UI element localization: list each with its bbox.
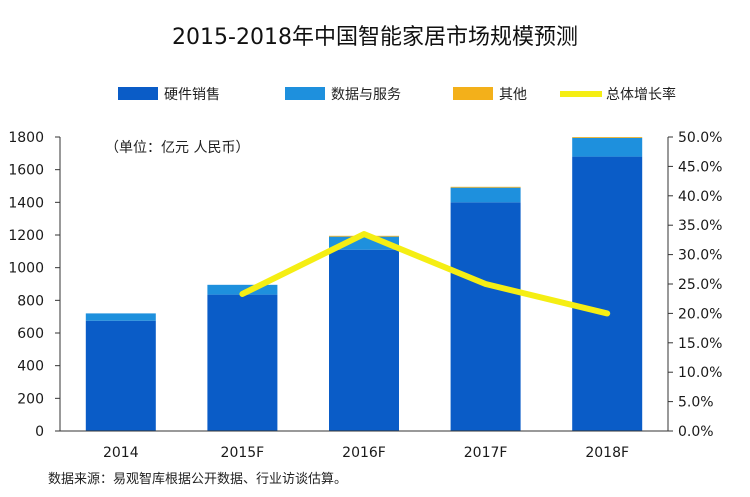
left-tick-label: 400: [17, 359, 44, 375]
bar-segment-0: [572, 156, 643, 431]
category-label: 2018F: [585, 445, 629, 461]
legend-swatch-0: [118, 87, 158, 100]
bar-segment-0: [207, 294, 278, 431]
source-note: 数据来源：易观智库根据公开数据、行业访谈估算。: [48, 471, 347, 487]
category-labels: 2014 2015F 2016F 2017F 2018F: [103, 445, 629, 461]
right-tick-label: 30.0%: [678, 248, 722, 264]
bar-segment-2: [572, 137, 643, 138]
bar-segment-0: [329, 249, 399, 431]
bar-segment-0: [450, 202, 521, 431]
bar-segment-1: [207, 284, 278, 295]
right-tick-label: 20.0%: [678, 306, 722, 322]
left-tick-label: 600: [17, 326, 44, 342]
category-label: 2017F: [464, 445, 508, 461]
unit-note: （单位：亿元 人民币）: [105, 140, 249, 156]
right-ticks: 0.0% 5.0% 10.0% 15.0% 20.0% 25.0% 30.0% 35.0% 40…: [668, 130, 722, 440]
right-tick-label: 10.0%: [678, 365, 722, 381]
legend-label-3: 总体增长率: [606, 86, 676, 103]
category-label: 2016F: [342, 445, 386, 461]
category-label: 2015F: [221, 445, 265, 461]
chart-title: 2015-2018年中国智能家居市场规模预测: [172, 25, 578, 50]
left-tick-label: 800: [17, 293, 44, 309]
bar-segment-0: [85, 320, 156, 431]
right-tick-label: 0.0%: [678, 424, 714, 440]
right-tick-label: 40.0%: [678, 189, 722, 205]
left-tick-label: 1600: [8, 163, 44, 179]
left-tick-label: 1200: [8, 228, 44, 244]
growth-rate-line: [239, 231, 611, 317]
bar-segment-1: [572, 137, 643, 157]
right-tick-label: 45.0%: [678, 159, 722, 175]
legend-label-0: 硬件销售: [164, 87, 220, 103]
bar-segment-2: [450, 186, 521, 188]
bar-segment-1: [450, 187, 521, 203]
category-label: 2014: [103, 445, 139, 461]
right-tick-label: 50.0%: [678, 130, 722, 146]
left-ticks: 0 200 400 600 800 1000 1200 1400 1600 1800: [8, 130, 60, 440]
left-tick-label: 1800: [8, 130, 44, 146]
legend-swatch-1: [285, 87, 325, 100]
bars: [85, 137, 643, 431]
right-tick-label: 5.0%: [678, 395, 714, 411]
left-tick-label: 1000: [8, 261, 44, 277]
right-tick-label: 25.0%: [678, 277, 722, 293]
legend-label-1: 数据与服务: [331, 87, 401, 103]
legend-label-2: 其他: [499, 87, 527, 103]
left-tick-label: 0: [35, 424, 44, 440]
growth-line: [239, 231, 611, 317]
legend-swatch-2: [453, 87, 493, 100]
right-tick-label: 15.0%: [678, 336, 722, 352]
legend: 硬件销售 数据与服务 其他 总体增长率: [118, 86, 676, 103]
left-tick-label: 1400: [8, 195, 44, 211]
bar-segment-1: [85, 313, 156, 321]
right-tick-label: 35.0%: [678, 218, 722, 234]
legend-swatch-3: [560, 91, 602, 97]
left-tick-label: 200: [17, 391, 44, 407]
